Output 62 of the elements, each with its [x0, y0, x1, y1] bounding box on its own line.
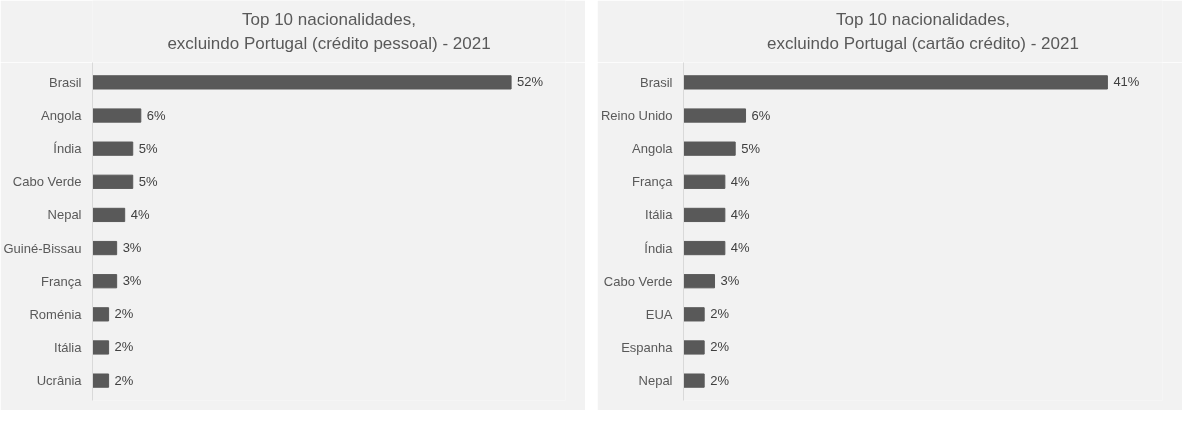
data-label: 2% — [710, 372, 730, 388]
y-tick-label: Itália — [54, 339, 83, 355]
y-tick-label: Angola — [41, 108, 83, 124]
y-tick-label: Brasil — [48, 74, 82, 90]
y-tick-label: Roménia — [29, 306, 83, 322]
bar — [92, 340, 110, 355]
y-tick-label: Brasil — [639, 74, 673, 90]
data-label: 6% — [751, 107, 771, 123]
y-tick-label: Reino Unido — [600, 108, 673, 124]
y-tick-label: França — [632, 174, 674, 190]
y-tick-label: Itália — [645, 207, 674, 223]
bar — [683, 340, 705, 355]
y-tick-label: França — [41, 273, 83, 289]
bar — [683, 240, 726, 256]
data-label: 2% — [710, 339, 730, 355]
bar — [92, 174, 134, 189]
bar — [92, 307, 110, 322]
y-tick-label: Angola — [632, 141, 674, 157]
y-tick-label: Índia — [644, 240, 674, 256]
bar — [683, 141, 736, 156]
bar — [92, 207, 126, 223]
data-label: 52% — [517, 74, 544, 90]
data-label: 5% — [741, 140, 761, 156]
data-label: 5% — [138, 140, 158, 156]
data-label: 2% — [710, 306, 730, 322]
data-label: 4% — [730, 240, 751, 256]
data-label: 41% — [1113, 74, 1140, 90]
data-label: 3% — [122, 273, 142, 289]
y-tick-label: Nepal — [638, 373, 673, 389]
bar — [683, 174, 726, 189]
data-label: 2% — [114, 306, 134, 322]
bar — [92, 108, 142, 123]
bar — [683, 373, 705, 388]
chart-title: Top 10 nacionalidades, excluindo Portugal (cartão crédito) - 2021 — [767, 9, 1079, 54]
y-tick-label: Nepal — [47, 207, 82, 223]
bar — [92, 373, 110, 388]
y-tick-label: Cabo Verde — [12, 174, 82, 190]
bar — [92, 75, 512, 90]
data-label: 3% — [122, 240, 142, 256]
data-label: 2% — [114, 372, 134, 388]
bar — [683, 207, 726, 223]
data-label: 4% — [130, 206, 150, 222]
data-label: 4% — [730, 173, 751, 189]
bar — [92, 274, 118, 289]
y-tick-label: Cabo Verde — [603, 273, 673, 289]
data-label: 3% — [720, 273, 740, 289]
data-label: 5% — [138, 173, 158, 189]
bar — [683, 274, 716, 289]
y-tick-label: Espanha — [621, 339, 674, 355]
bar — [92, 240, 118, 256]
data-label: 2% — [114, 339, 134, 355]
bar — [683, 108, 747, 123]
y-tick-label: Guiné-Bissau — [3, 240, 82, 256]
y-tick-label: Índia — [53, 141, 83, 157]
chart-title: Top 10 nacionalidades, excluindo Portugal (crédito pessoal) - 2021 — [167, 9, 491, 54]
bar — [683, 75, 1108, 90]
y-tick-label: Ucrânia — [36, 373, 83, 389]
y-tick-label: EUA — [645, 306, 673, 322]
data-label: 4% — [730, 206, 751, 222]
bar — [683, 307, 705, 322]
bar — [92, 141, 134, 156]
data-label: 6% — [146, 107, 167, 123]
